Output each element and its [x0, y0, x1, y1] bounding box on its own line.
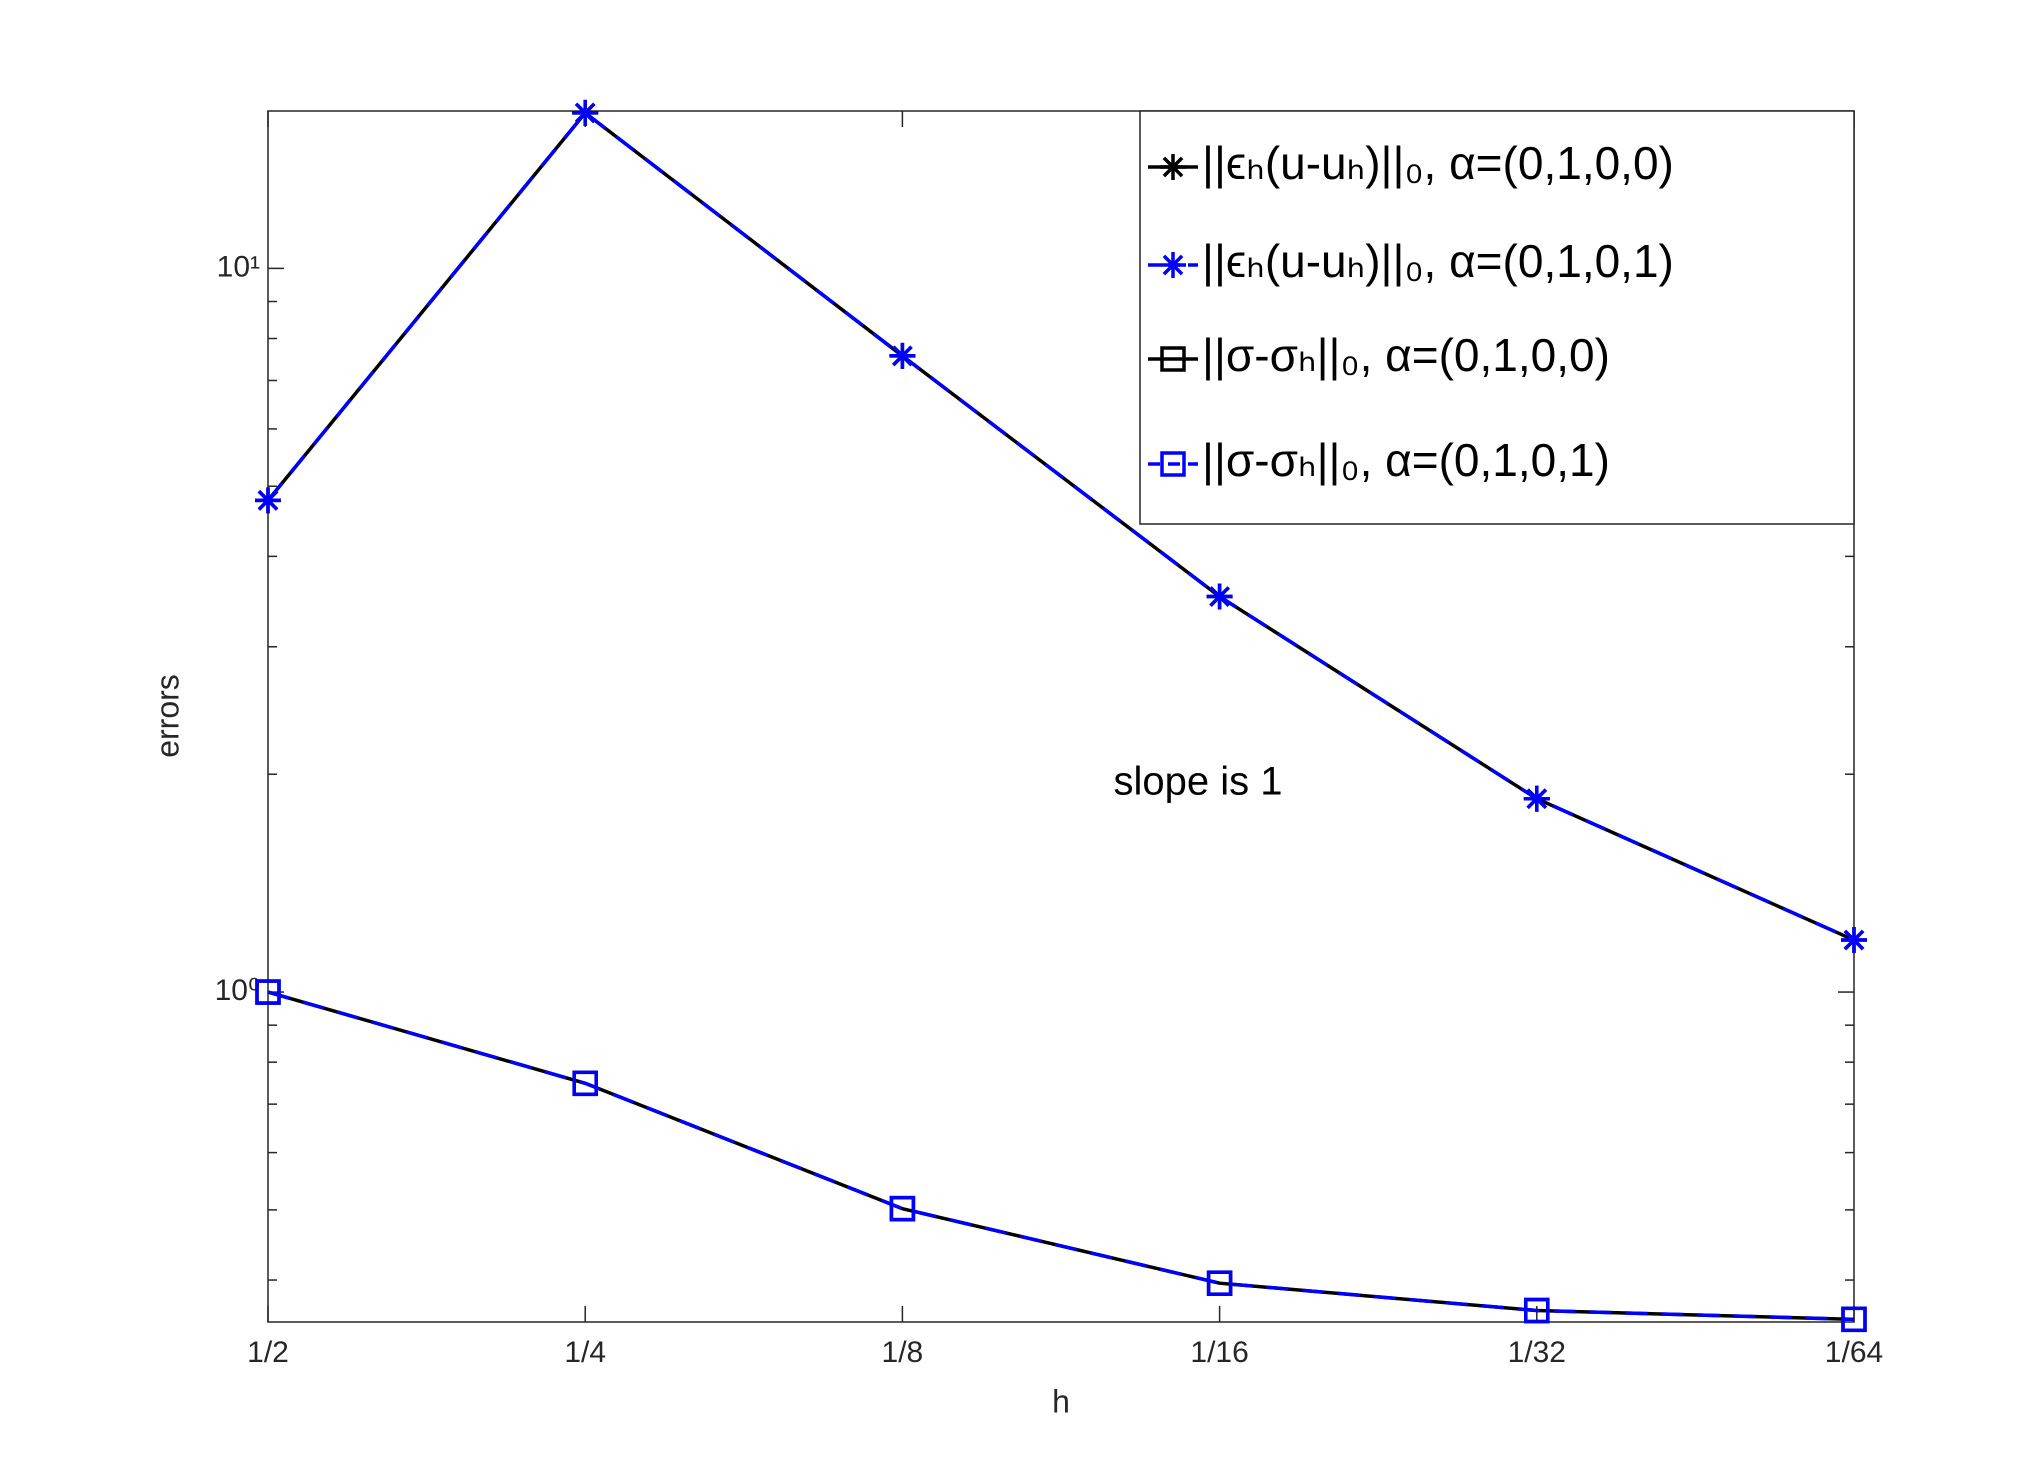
star-marker — [1206, 583, 1233, 610]
legend-label: ||σ-σₕ||₀, α=(0,1,0,0) — [1202, 329, 1610, 381]
y-axis-label: errors — [149, 674, 185, 758]
series-line — [266, 110, 1855, 942]
legend-box — [1139, 110, 1855, 525]
x-axis-label: h — [1052, 1383, 1070, 1419]
legend-label: ||ϵₕ(u-uₕ)||₀, α=(0,1,0,0) — [1202, 137, 1674, 189]
x-tick-label: 1/32 — [1508, 1336, 1566, 1369]
square-marker — [255, 979, 281, 1005]
star-marker — [572, 99, 599, 126]
x-tick-label: 1/16 — [1190, 1336, 1248, 1369]
square-marker — [1206, 1270, 1233, 1296]
legend-label: ||ϵₕ(u-uₕ)||₀, α=(0,1,0,1) — [1202, 235, 1674, 287]
star-marker — [1523, 785, 1550, 812]
y-tick-label: 10⁰ — [215, 974, 260, 1007]
star-marker — [1160, 252, 1186, 278]
star-marker — [889, 342, 916, 369]
square-marker — [1841, 1306, 1867, 1333]
legend-label: ||σ-σₕ||₀, α=(0,1,0,1) — [1202, 434, 1610, 486]
square-marker — [1160, 346, 1186, 372]
star-marker — [1160, 154, 1186, 180]
square-marker — [1160, 451, 1186, 477]
square-marker — [889, 1195, 916, 1222]
y-tick-label: 10¹ — [217, 250, 260, 283]
star-marker — [1841, 927, 1867, 954]
x-tick-label: 1/64 — [1825, 1336, 1883, 1369]
x-tick-label: 1/8 — [882, 1336, 924, 1369]
x-tick-label: 1/4 — [564, 1336, 606, 1369]
annotation: slope is 1 — [1114, 760, 1283, 804]
series-line — [267, 990, 1855, 1322]
square-marker — [572, 1070, 598, 1097]
star-marker — [255, 487, 281, 514]
square-marker — [1524, 1297, 1550, 1324]
x-tick-label: 1/2 — [247, 1336, 289, 1369]
